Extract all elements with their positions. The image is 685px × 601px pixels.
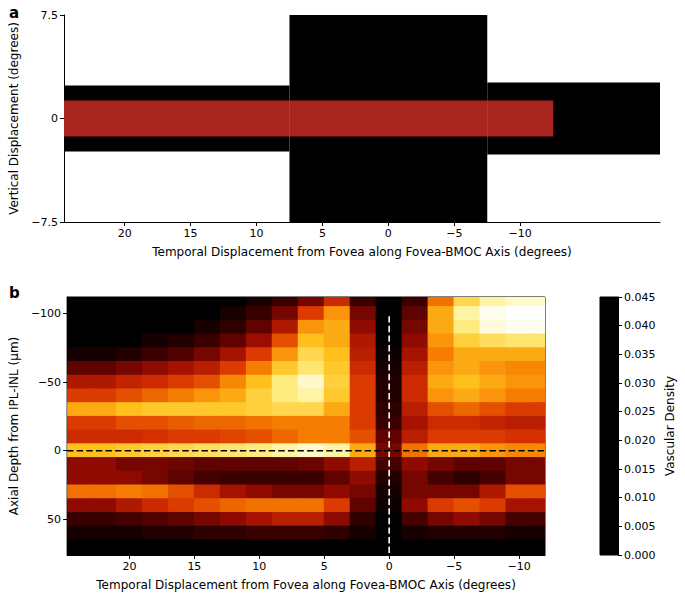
svg-text:−5: −5 xyxy=(446,227,462,240)
svg-text:0: 0 xyxy=(385,227,392,240)
svg-text:0.020: 0.020 xyxy=(624,434,656,447)
svg-text:−7.5: −7.5 xyxy=(31,216,58,229)
svg-text:Axial Depth from IPL-INL (μm): Axial Depth from IPL-INL (μm) xyxy=(7,337,21,516)
svg-text:b: b xyxy=(9,284,20,302)
svg-text:−10: −10 xyxy=(509,227,532,240)
svg-text:−50: −50 xyxy=(38,376,61,389)
svg-text:0.025: 0.025 xyxy=(624,405,656,418)
svg-text:0.010: 0.010 xyxy=(624,491,656,504)
svg-text:7.5: 7.5 xyxy=(41,9,59,22)
svg-text:0.035: 0.035 xyxy=(624,348,656,361)
svg-text:0.015: 0.015 xyxy=(624,463,656,476)
svg-text:Temporal Displacement from Fov: Temporal Displacement from Fovea along F… xyxy=(95,578,516,592)
svg-text:0.045: 0.045 xyxy=(624,291,656,304)
svg-text:Temporal Displacement from Fov: Temporal Displacement from Fovea along F… xyxy=(151,245,572,259)
svg-text:0.000: 0.000 xyxy=(624,549,656,562)
svg-text:0.040: 0.040 xyxy=(624,319,656,332)
svg-text:0: 0 xyxy=(51,112,58,125)
svg-text:a: a xyxy=(9,4,19,22)
svg-text:15: 15 xyxy=(184,227,198,240)
svg-text:−100: −100 xyxy=(31,307,61,320)
svg-text:−5: −5 xyxy=(446,560,462,573)
svg-text:10: 10 xyxy=(250,227,264,240)
svg-text:Vascular Density: Vascular Density xyxy=(663,376,677,476)
svg-text:5: 5 xyxy=(321,560,328,573)
svg-text:5: 5 xyxy=(319,227,326,240)
svg-text:−10: −10 xyxy=(507,560,530,573)
svg-text:10: 10 xyxy=(252,560,266,573)
svg-text:15: 15 xyxy=(187,560,201,573)
svg-text:20: 20 xyxy=(122,560,136,573)
svg-text:0: 0 xyxy=(386,560,393,573)
svg-text:0.030: 0.030 xyxy=(624,377,656,390)
svg-text:50: 50 xyxy=(47,513,61,526)
svg-text:Vertical Displacement (degrees: Vertical Displacement (degrees) xyxy=(7,22,21,215)
svg-text:0.005: 0.005 xyxy=(624,520,656,533)
svg-text:0: 0 xyxy=(54,444,61,457)
svg-text:20: 20 xyxy=(118,227,132,240)
